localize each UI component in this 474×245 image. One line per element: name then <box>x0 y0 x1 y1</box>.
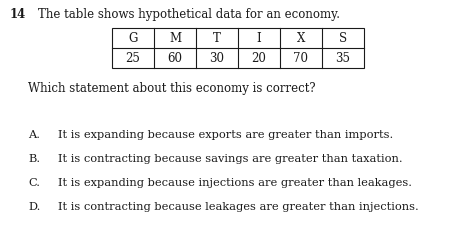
Text: 14: 14 <box>10 8 26 21</box>
Bar <box>112 28 364 68</box>
Text: M: M <box>169 32 181 45</box>
Text: B.: B. <box>28 154 40 164</box>
Text: G: G <box>128 32 137 45</box>
Text: 30: 30 <box>210 51 225 64</box>
Text: T: T <box>213 32 221 45</box>
Text: 25: 25 <box>126 51 140 64</box>
Text: C.: C. <box>28 178 40 188</box>
Text: D.: D. <box>28 202 40 212</box>
Text: Which statement about this economy is correct?: Which statement about this economy is co… <box>28 82 316 95</box>
Text: It is contracting because savings are greater than taxation.: It is contracting because savings are gr… <box>58 154 402 164</box>
Text: 35: 35 <box>336 51 350 64</box>
Text: 20: 20 <box>252 51 266 64</box>
Text: S: S <box>339 32 347 45</box>
Text: The table shows hypothetical data for an economy.: The table shows hypothetical data for an… <box>38 8 340 21</box>
Text: A.: A. <box>28 130 40 140</box>
Text: It is expanding because exports are greater than imports.: It is expanding because exports are grea… <box>58 130 393 140</box>
Text: X: X <box>297 32 305 45</box>
Text: 70: 70 <box>293 51 309 64</box>
Text: 60: 60 <box>167 51 182 64</box>
Text: It is contracting because leakages are greater than injections.: It is contracting because leakages are g… <box>58 202 419 212</box>
Text: It is expanding because injections are greater than leakages.: It is expanding because injections are g… <box>58 178 412 188</box>
Text: I: I <box>256 32 261 45</box>
